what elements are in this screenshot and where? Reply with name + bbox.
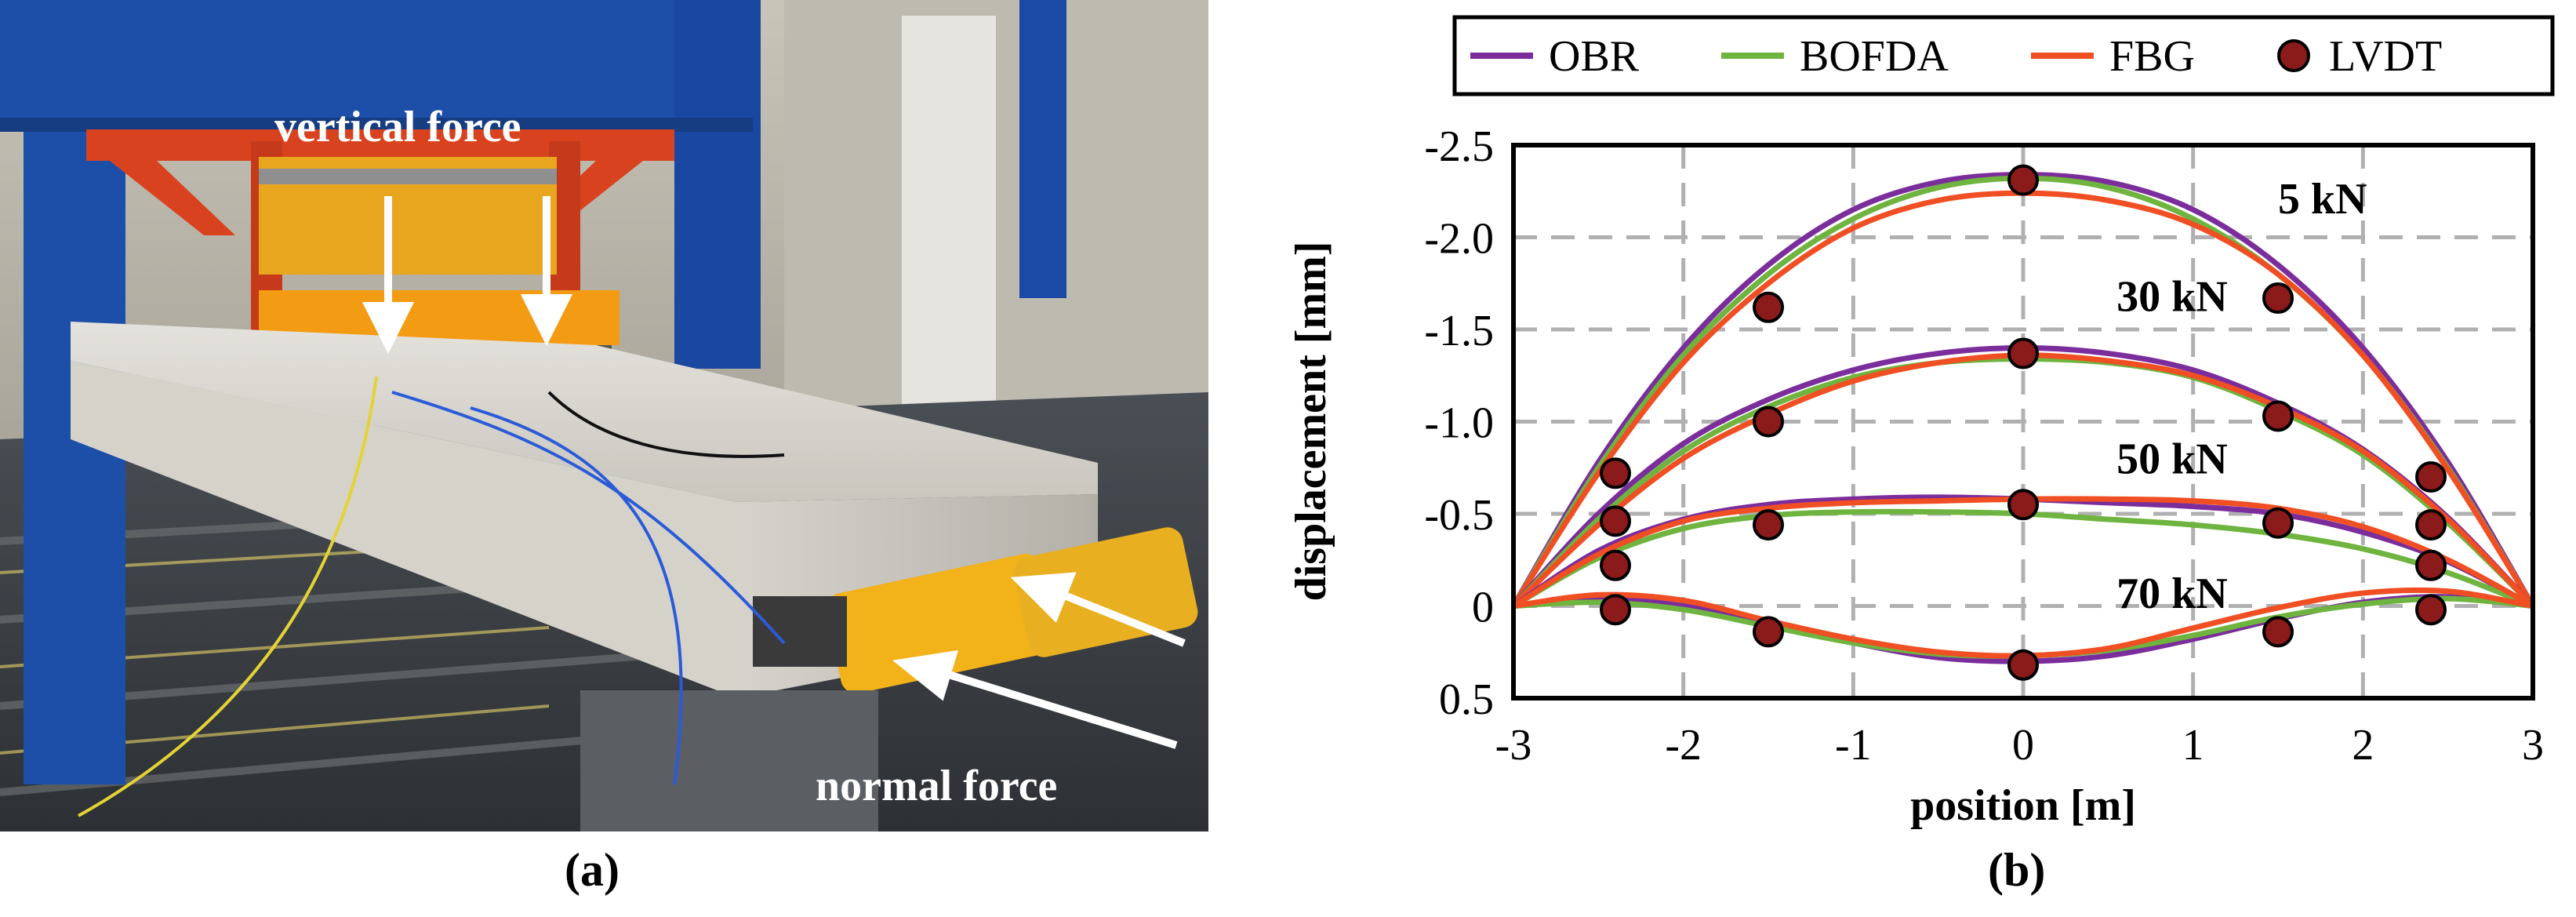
- test-setup-photo: vertical force normal force: [0, 0, 1208, 831]
- load-label-70kn: 70 kN: [2116, 569, 2228, 618]
- caption-a: (a): [565, 844, 619, 896]
- x-tick-label: 0: [2012, 721, 2034, 770]
- lvdt-point-70kn: [1600, 594, 1631, 626]
- lvdt-point-30kn: [2415, 509, 2447, 541]
- y-tick-label: -2.5: [1424, 122, 1494, 171]
- x-tick-label: -3: [1495, 721, 1532, 770]
- lvdt-point-30kn: [1600, 505, 1631, 537]
- vertical-force-label: vertical force: [274, 103, 521, 151]
- lvdt-point-30kn: [1753, 406, 1784, 438]
- caption-b: (b): [1988, 844, 2046, 896]
- load-label-5kn: 5 kN: [2278, 175, 2367, 224]
- lvdt-point-5kn: [2415, 461, 2447, 493]
- normal-force-label: normal force: [816, 762, 1057, 810]
- y-tick-label: 0.5: [1439, 675, 1494, 724]
- x-tick-label: 3: [2522, 721, 2544, 770]
- y-axis-label: displacement [mm]: [1287, 242, 1335, 602]
- y-tick-label: 0: [1472, 584, 1494, 632]
- lvdt-point-50kn: [2007, 489, 2039, 521]
- x-tick-label: -1: [1835, 721, 1872, 770]
- lvdt-point-5kn: [1753, 291, 1784, 323]
- lvdt-points: [1600, 164, 2447, 681]
- x-axis-ticks: -3 -2 -1 0 1 2 3: [1495, 721, 2544, 770]
- legend: OBR BOFDA FBG LVDT: [1452, 15, 2555, 96]
- load-labels: 5 kN 30 kN 50 kN 70 kN: [2116, 175, 2367, 618]
- lvdt-point-50kn: [2262, 507, 2294, 539]
- lvdt-point-70kn: [2007, 649, 2039, 681]
- lvdt-point-30kn: [2007, 337, 2039, 369]
- x-tick-label: -2: [1665, 721, 1702, 770]
- y-tick-label: -1.5: [1424, 307, 1494, 355]
- y-tick-label: -1.0: [1424, 399, 1494, 448]
- load-label-30kn: 30 kN: [2116, 273, 2228, 322]
- legend-marker-lvdt: [2277, 39, 2310, 72]
- y-axis-ticks: -2.5 -2.0 -1.5 -1.0 -0.5 0 0.5: [1424, 122, 1494, 724]
- lvdt-point-50kn: [1600, 549, 1631, 581]
- chart-grid: [1513, 145, 2533, 698]
- load-label-50kn: 50 kN: [2116, 435, 2228, 483]
- legend-label-bofda: BOFDA: [1800, 32, 1949, 81]
- lvdt-point-70kn: [2262, 616, 2294, 648]
- lvdt-point-5kn: [2262, 282, 2294, 315]
- x-tick-label: 2: [2352, 721, 2374, 770]
- x-axis-label: position [m]: [1910, 781, 2136, 830]
- legend-label-fbg: FBG: [2109, 32, 2195, 81]
- y-tick-label: -2.0: [1424, 215, 1494, 264]
- lvdt-point-30kn: [2262, 400, 2294, 432]
- lvdt-point-50kn: [1753, 509, 1784, 541]
- legend-label-obr: OBR: [1549, 32, 1640, 81]
- lvdt-point-5kn: [1600, 457, 1631, 489]
- lvdt-point-5kn: [2007, 164, 2039, 196]
- x-tick-label: 1: [2182, 721, 2204, 770]
- legend-box: [1452, 15, 2555, 96]
- lvdt-point-50kn: [2415, 549, 2447, 581]
- legend-label-lvdt: LVDT: [2329, 32, 2442, 81]
- y-tick-label: -0.5: [1424, 491, 1494, 540]
- lvdt-point-70kn: [2415, 594, 2447, 626]
- plot-frame: [1511, 143, 2535, 700]
- lvdt-point-70kn: [1753, 616, 1784, 648]
